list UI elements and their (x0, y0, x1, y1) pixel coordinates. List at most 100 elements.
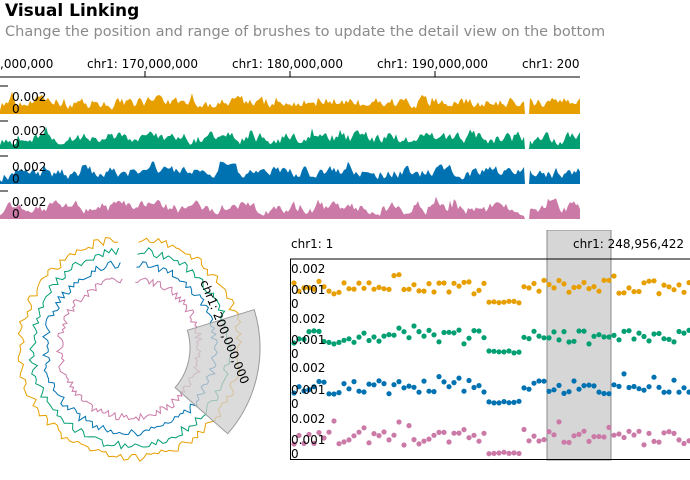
detail-point-t2 (511, 350, 517, 356)
detail-point-t1 (686, 280, 690, 286)
detail-point-t4 (686, 438, 690, 444)
track-3-y-0-label: 0 (291, 397, 299, 411)
linear-track-view[interactable]: ,000,000 chr1: 170,000,000 chr1: 180,000… (0, 54, 580, 220)
detail-point-t1 (556, 277, 562, 284)
detail-point-t4 (586, 438, 592, 444)
track-1-y-0.002-label: 0.002 (291, 262, 325, 276)
detail-point-t2 (391, 332, 397, 338)
detail-point-t4 (566, 439, 572, 446)
detail-point-t3 (436, 374, 442, 380)
detail-point-t3 (531, 380, 537, 386)
detail-point-t2 (496, 349, 502, 355)
detail-point-t3 (306, 387, 312, 393)
detail-point-t2 (311, 328, 317, 334)
detail-view[interactable]: chr1: 1 chr1: 248,956,422 0.002 0.001 0 … (290, 230, 690, 465)
detail-point-t4 (466, 435, 472, 441)
circular-view[interactable]: chr1: 200,000,000 (0, 230, 290, 480)
top-track-2-area-1 (0, 126, 525, 149)
detail-point-t4 (461, 427, 467, 433)
top-track-1-area-2 (529, 97, 580, 114)
detail-point-t1 (476, 287, 482, 293)
detail-point-t2 (381, 333, 387, 339)
detail-point-t3 (601, 390, 607, 397)
detail-point-t4 (336, 441, 342, 447)
detail-point-t1 (506, 298, 512, 304)
detail-point-t4 (676, 437, 682, 443)
detail-point-t4 (391, 432, 397, 438)
detail-point-t4 (356, 429, 362, 435)
detail-point-t3 (611, 382, 617, 388)
detail-point-t2 (621, 328, 627, 334)
detail-point-t3 (551, 387, 557, 393)
detail-point-t4 (296, 432, 302, 439)
detail-point-t4 (471, 432, 477, 438)
detail-point-t1 (366, 280, 372, 286)
detail-point-t1 (546, 281, 552, 288)
detail-point-t1 (436, 280, 442, 286)
detail-point-t4 (536, 438, 542, 444)
detail-point-t1 (311, 286, 317, 292)
detail-point-t3 (471, 384, 477, 391)
detail-point-t2 (426, 327, 432, 333)
detail-point-t1 (301, 285, 307, 291)
track-3-y-0.001-label: 0.001 (291, 383, 325, 397)
detail-point-t2 (366, 337, 372, 344)
detail-point-t4 (401, 442, 407, 448)
detail-point-t2 (471, 328, 477, 334)
detail-point-t1 (306, 285, 312, 291)
detail-point-t4 (406, 423, 412, 429)
detail-point-t1 (341, 280, 347, 286)
detail-point-t2 (486, 348, 492, 354)
top-track-4-area-1 (0, 196, 525, 219)
detail-point-t3 (576, 386, 582, 392)
detail-point-t1 (566, 289, 572, 295)
detail-point-t3 (296, 384, 302, 390)
circular-ring-4 (55, 277, 203, 422)
top-x-tick-label-3: chr1: 190,000,000 (377, 57, 488, 71)
detail-point-t3 (356, 388, 362, 394)
detail-point-t1 (496, 300, 502, 306)
detail-point-t4 (361, 425, 367, 431)
detail-point-t4 (656, 439, 662, 445)
detail-point-t1 (551, 285, 557, 291)
detail-point-t4 (631, 432, 637, 438)
track-2-y-0-label: 0 (291, 347, 299, 361)
detail-point-t1 (361, 285, 367, 291)
detail-point-t4 (591, 434, 597, 440)
top-track-1-area-1 (0, 91, 525, 114)
detail-brush[interactable] (546, 230, 612, 461)
detail-point-t4 (551, 432, 557, 438)
detail-point-t1 (526, 285, 532, 291)
detail-point-t1 (431, 289, 437, 295)
detail-point-t4 (601, 434, 607, 440)
detail-point-t4 (311, 440, 317, 446)
top-track-4-area-2 (529, 198, 580, 219)
detail-point-t2 (661, 336, 667, 342)
detail-point-t3 (381, 381, 387, 387)
detail-point-t3 (346, 386, 352, 392)
detail-point-t3 (656, 384, 662, 390)
detail-point-t3 (491, 400, 497, 406)
circular-brush[interactable] (174, 308, 261, 435)
track-1-y-0-label: 0 (291, 297, 299, 311)
detail-point-t3 (526, 386, 532, 392)
linear-track-svg[interactable]: ,000,000 chr1: 170,000,000 chr1: 180,000… (0, 54, 580, 220)
detail-point-t1 (371, 286, 377, 292)
detail-point-t2 (371, 334, 377, 340)
track-1-y-0.001-label: 0.001 (291, 283, 325, 297)
detail-point-t4 (481, 430, 487, 436)
detail-point-t2 (536, 333, 542, 339)
track-2-y-0.001-label: 0.001 (291, 333, 325, 347)
detail-point-t3 (386, 391, 392, 397)
circular-track-svg[interactable]: chr1: 200,000,000 (0, 230, 290, 480)
detail-point-t3 (351, 379, 357, 385)
detail-point-t2 (586, 341, 592, 347)
detail-point-t3 (581, 383, 587, 389)
detail-point-t2 (611, 332, 617, 338)
detail-point-t3 (461, 388, 467, 394)
detail-point-t1 (401, 286, 407, 293)
detail-point-t4 (446, 439, 452, 445)
detail-point-t2 (296, 336, 302, 342)
detail-point-t4 (351, 433, 357, 439)
detail-scatter-svg[interactable]: chr1: 1 chr1: 248,956,422 0.002 0.001 0 … (290, 230, 690, 465)
